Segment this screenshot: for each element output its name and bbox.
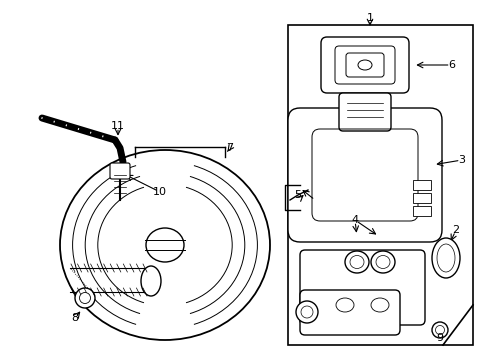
Bar <box>412 180 430 190</box>
Bar <box>412 193 430 203</box>
Text: 7: 7 <box>226 143 233 153</box>
Ellipse shape <box>375 256 389 269</box>
Ellipse shape <box>345 251 368 273</box>
Text: 1: 1 <box>366 13 373 23</box>
Bar <box>287 25 472 345</box>
Text: 2: 2 <box>451 225 459 235</box>
Text: 8: 8 <box>71 313 79 323</box>
Ellipse shape <box>436 244 454 272</box>
FancyBboxPatch shape <box>320 37 408 93</box>
Ellipse shape <box>146 228 183 262</box>
Ellipse shape <box>141 266 161 296</box>
Ellipse shape <box>301 306 312 318</box>
Ellipse shape <box>295 301 317 323</box>
FancyBboxPatch shape <box>110 163 130 179</box>
Ellipse shape <box>357 60 371 70</box>
Ellipse shape <box>435 325 444 334</box>
FancyBboxPatch shape <box>334 46 394 84</box>
Text: 10: 10 <box>153 187 167 197</box>
Text: 11: 11 <box>111 121 125 131</box>
Ellipse shape <box>60 150 269 340</box>
FancyBboxPatch shape <box>346 53 383 77</box>
FancyBboxPatch shape <box>338 93 390 131</box>
FancyBboxPatch shape <box>287 108 441 242</box>
Text: 5: 5 <box>294 190 301 200</box>
Ellipse shape <box>335 298 353 312</box>
Text: 4: 4 <box>351 215 358 225</box>
Ellipse shape <box>80 292 90 303</box>
Ellipse shape <box>349 256 363 269</box>
Text: 9: 9 <box>436 333 443 343</box>
Ellipse shape <box>431 322 447 338</box>
Ellipse shape <box>370 298 388 312</box>
FancyBboxPatch shape <box>299 290 399 335</box>
Bar <box>412 206 430 216</box>
Ellipse shape <box>75 288 95 308</box>
Text: 6: 6 <box>447 60 454 70</box>
Ellipse shape <box>370 251 394 273</box>
Text: 3: 3 <box>458 155 465 165</box>
FancyBboxPatch shape <box>299 250 424 325</box>
Ellipse shape <box>431 238 459 278</box>
